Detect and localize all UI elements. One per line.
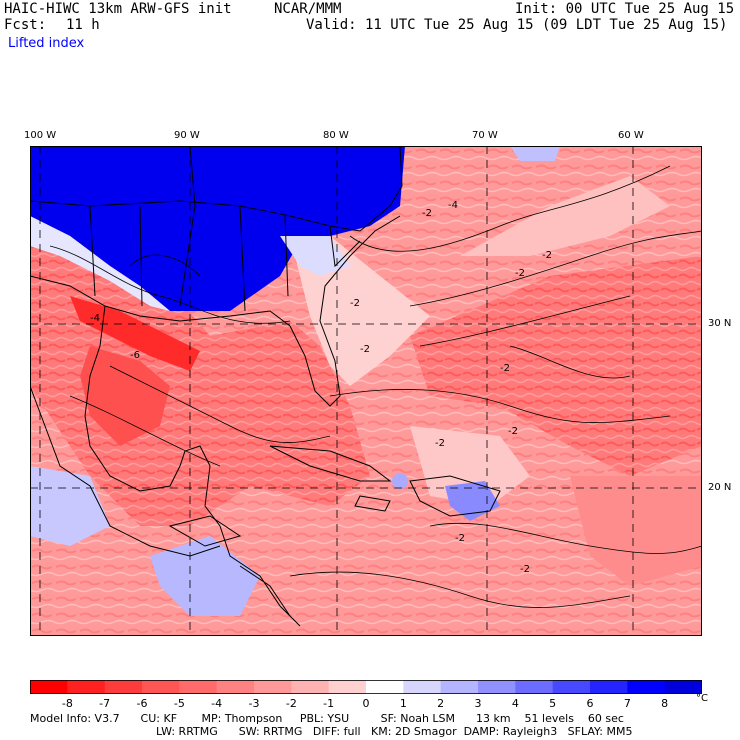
contour-label: -6 (130, 350, 140, 361)
map-frame (30, 146, 702, 636)
center-label: NCAR/MMM (274, 1, 342, 17)
colorbar-tick-label: 8 (661, 697, 669, 710)
colorbar-tick-label: 4 (511, 697, 519, 710)
init-time: Init: 00 UTC Tue 25 Aug 15 (515, 1, 735, 17)
colorbar-cell (590, 680, 628, 694)
colorbar-cell (30, 680, 68, 694)
coastlines (30, 146, 501, 627)
colorbar-cell (515, 680, 554, 694)
colorbar-cell (440, 680, 479, 694)
contour-label: -2 (542, 250, 552, 261)
colorbar-tick-label: 2 (437, 697, 445, 710)
colorbar-cell (291, 680, 330, 694)
colorbar-tick-label: 7 (623, 697, 631, 710)
lat-lon-grid (30, 146, 702, 636)
colorbar-tick-label: -3 (248, 697, 260, 710)
colorbar-cell (627, 680, 666, 694)
colorbar-cell (142, 680, 180, 694)
strong-red-region (70, 296, 200, 371)
colorbar-tick-label: -8 (61, 697, 73, 710)
lon-label-60w: 60 W (618, 130, 644, 141)
texas-red-region (80, 346, 170, 446)
colorbar-cell (216, 680, 255, 694)
colorbar-tick-label: -1 (323, 697, 335, 710)
east-red-region (570, 476, 702, 586)
contour-label: -2 (508, 426, 518, 437)
forecast-label: Fcst: (4, 17, 47, 33)
model-info-line2: LW: RRTMG SW: RRTMG DIFF: full KM: 2D Sm… (156, 725, 633, 738)
colorbar-unit: °C (696, 693, 708, 704)
colorbar-tick-label: -4 (211, 697, 223, 710)
lat-label-20n: 20 N (708, 482, 732, 493)
lat-label-30n: 30 N (708, 318, 732, 329)
colorbar-tick-label: 3 (474, 697, 482, 710)
contour-label: -2 (422, 208, 432, 219)
cuba-blue-spot (392, 473, 408, 489)
colorbar-tick-label: -7 (99, 697, 111, 710)
colorbar-cell (328, 680, 367, 694)
colorbar-cell (552, 680, 591, 694)
contour-label: -4 (90, 313, 100, 324)
colorbar-tick-label: 0 (362, 697, 370, 710)
contour-label: -2 (515, 268, 525, 279)
lon-label-70w: 70 W (472, 130, 498, 141)
forecast-hour: 11 h (66, 17, 100, 33)
colorbar-cell (664, 680, 702, 694)
contour-label: -2 (520, 564, 530, 575)
colorbar-tick-label: -6 (136, 697, 148, 710)
colorbar (30, 680, 702, 694)
colorbar-cell (254, 680, 292, 694)
colorbar-tick-label: -5 (173, 697, 185, 710)
contour-label: -2 (360, 344, 370, 355)
blue-region (30, 146, 405, 311)
colorbar-cell (478, 680, 516, 694)
atlantic-red-region (410, 256, 702, 476)
colorbar-cell (366, 680, 404, 694)
lifted-index-map: -2 -4 -6 -2 -2 -2 -2 -2 -2 -2 -4 -2 -2 (30, 146, 702, 636)
lon-label-100w: 100 W (24, 130, 57, 141)
caribbean-pale (410, 426, 530, 506)
colorbar-tick-label: 6 (586, 697, 594, 710)
colorbar-cell (67, 680, 106, 694)
colorbar-tick-label: 1 (399, 697, 407, 710)
contour-label: -2 (350, 298, 360, 309)
lon-label-90w: 90 W (174, 130, 200, 141)
contour-label: -4 (448, 200, 458, 211)
field-name: Lifted index (8, 36, 85, 51)
colorbar-cell (179, 680, 218, 694)
central-america-blue (150, 536, 260, 616)
lon-label-80w: 80 W (323, 130, 349, 141)
contours (49, 165, 702, 608)
contour-label: -2 (500, 363, 510, 374)
top-blue-patch (510, 146, 560, 161)
model-info-line1: Model Info: V3.7 CU: KF MP: Thompson PBL… (30, 712, 624, 725)
contour-label: -2 (435, 438, 445, 449)
colorbar-tick-label: -2 (285, 697, 297, 710)
pale-band-east (460, 176, 670, 256)
colorbar-cell (403, 680, 442, 694)
colorbar-cell (104, 680, 143, 694)
model-title: HAIC-HIWC 13km ARW-GFS init (4, 1, 232, 17)
colorbar-tick-label: 5 (549, 697, 557, 710)
contour-label: -2 (455, 533, 465, 544)
valid-time: Valid: 11 UTC Tue 25 Aug 15 (09 LDT Tue … (306, 17, 728, 33)
